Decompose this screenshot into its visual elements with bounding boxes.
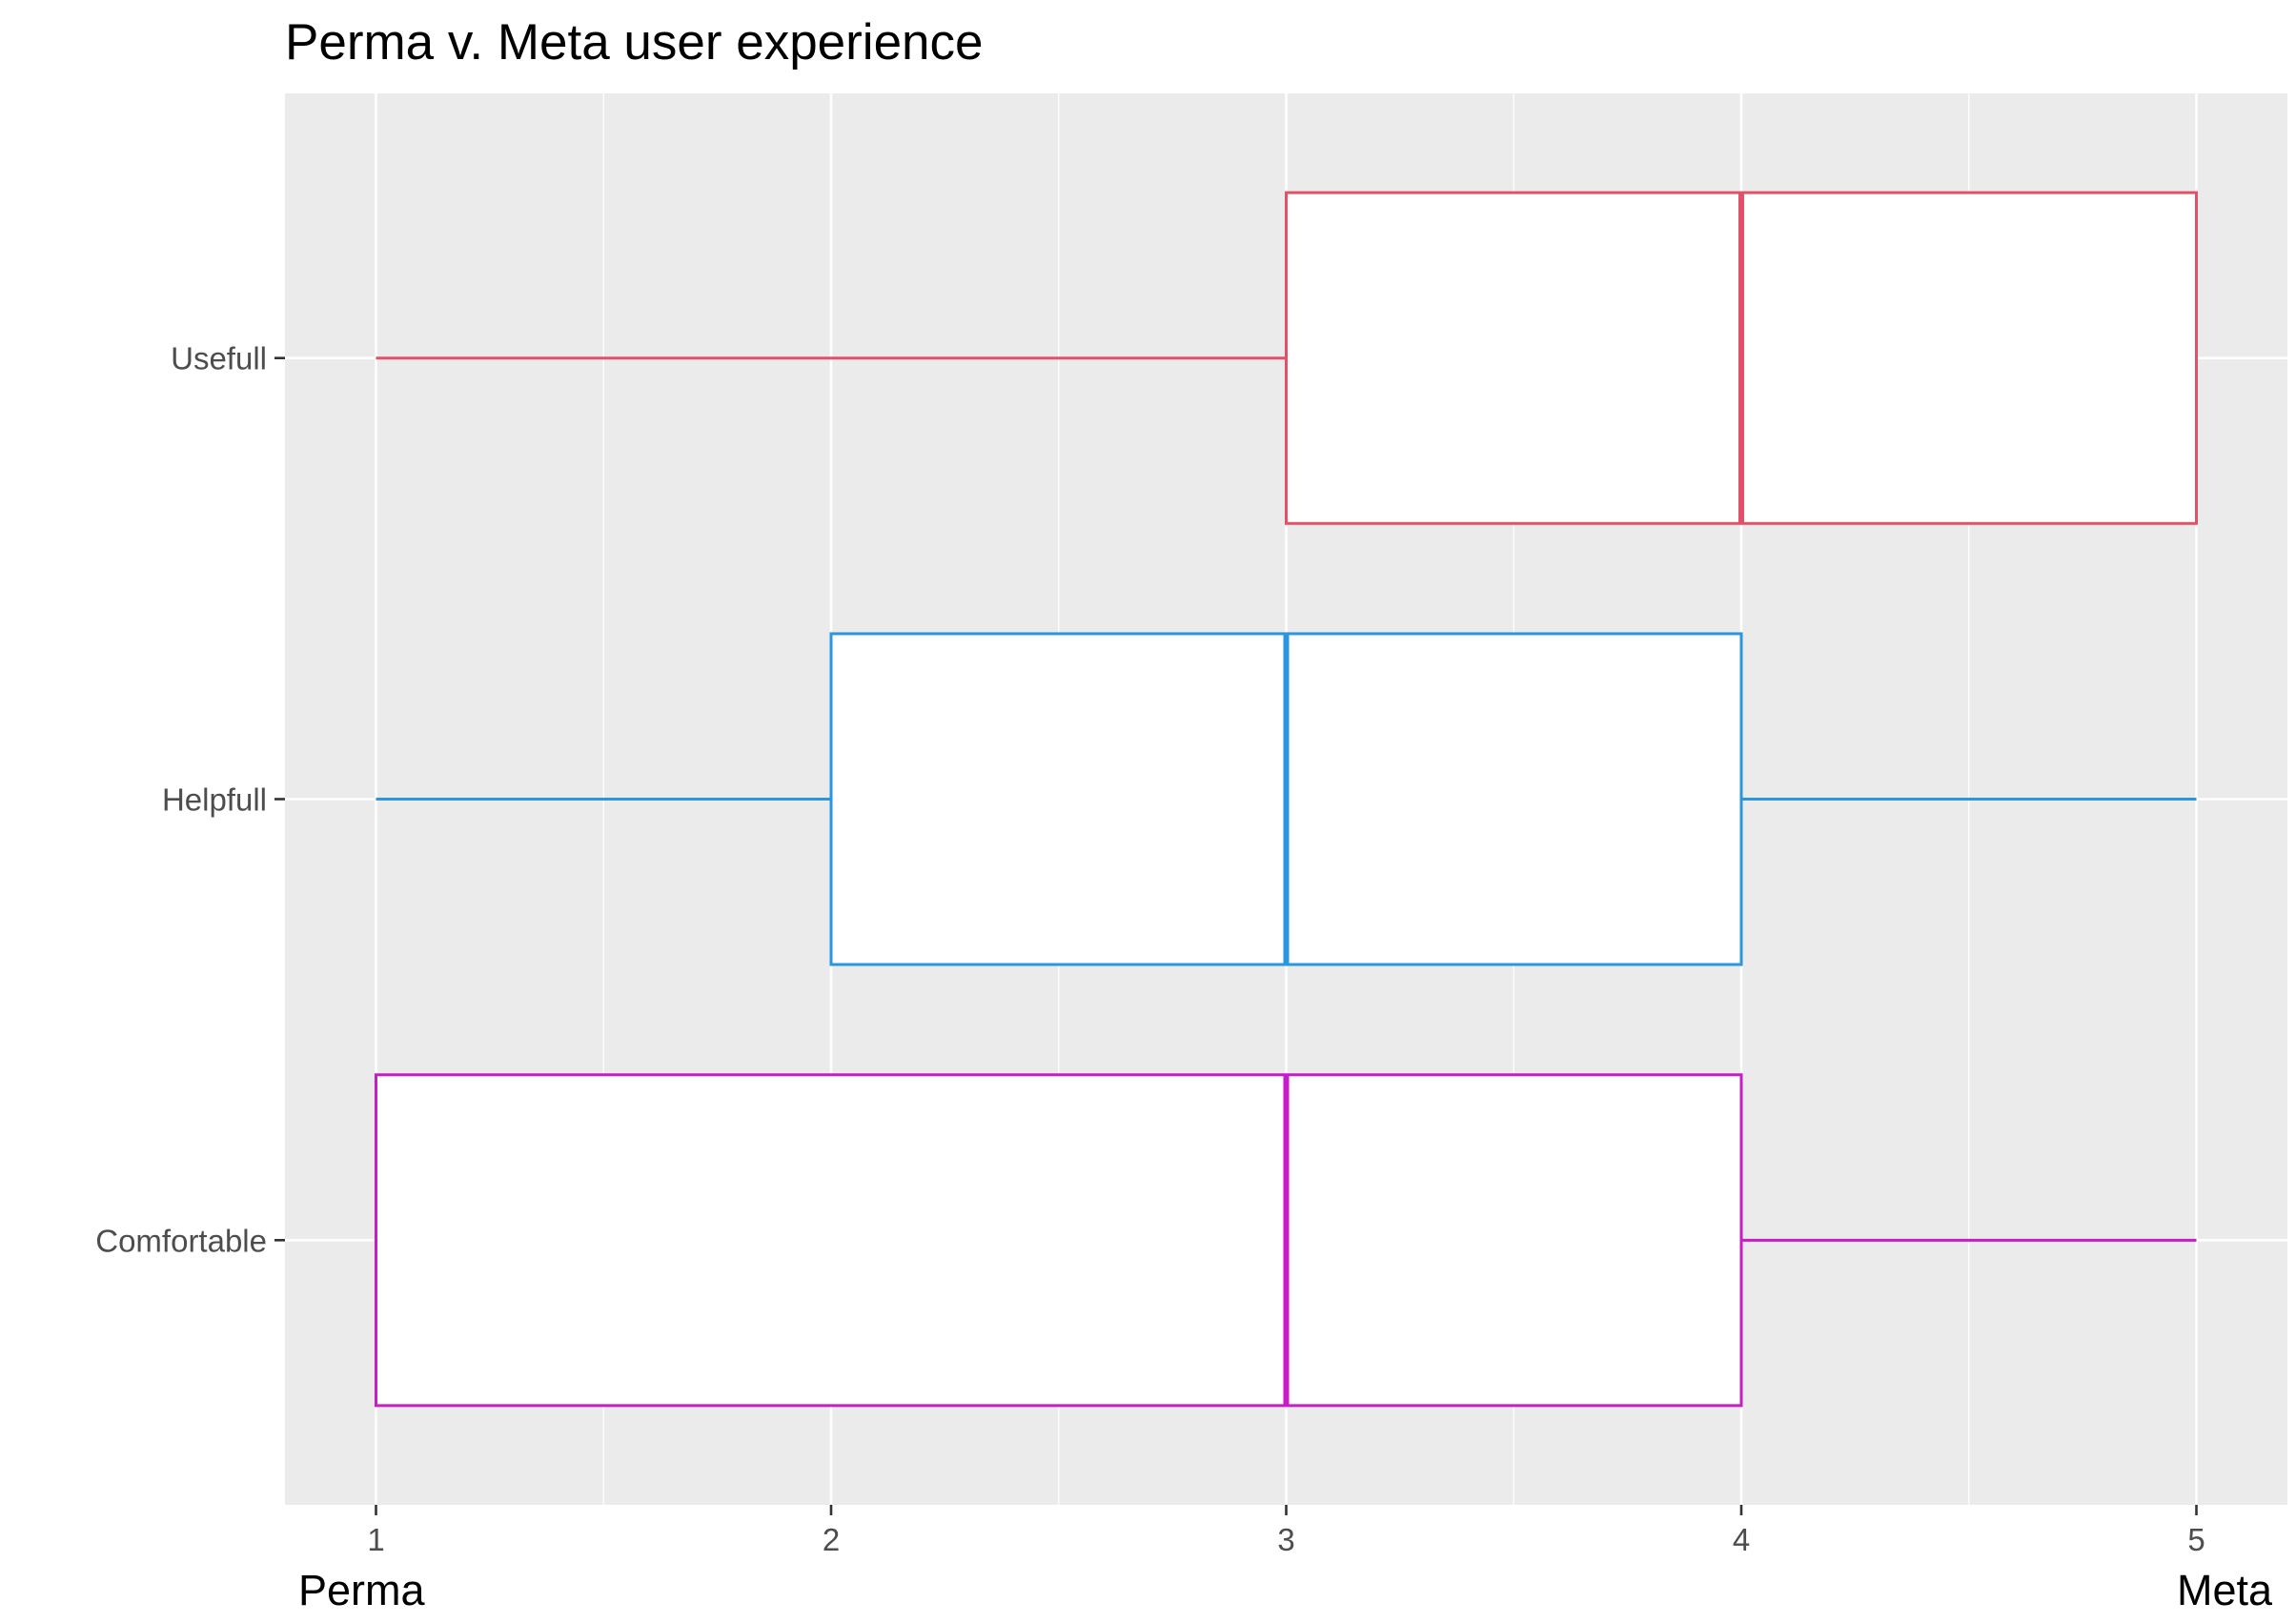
box-comfortable	[375, 1073, 2197, 1408]
x-tick-label: 1	[367, 1522, 384, 1557]
x-axis-right-label: Meta	[2177, 1566, 2273, 1614]
chart-title: Perma v. Meta user experience	[285, 14, 984, 71]
x-tick-label: 4	[1733, 1522, 1750, 1557]
box-helpfull	[376, 632, 2197, 966]
axes: 1 2 3 4 5 Comfortable Helpfull Usefull	[95, 341, 2205, 1557]
x-axis-left-label: Perma	[298, 1566, 426, 1614]
y-tick-label: Comfortable	[95, 1223, 267, 1258]
box-series	[375, 191, 2198, 1408]
y-tick-label: Usefull	[171, 341, 267, 376]
x-tick-label: 2	[823, 1522, 840, 1557]
box-usefull	[376, 191, 2198, 525]
y-tick-label: Helpfull	[162, 782, 267, 818]
box-iqr	[375, 1073, 1743, 1408]
x-tick-label: 5	[2187, 1522, 2205, 1557]
x-tick-label: 3	[1277, 1522, 1294, 1557]
